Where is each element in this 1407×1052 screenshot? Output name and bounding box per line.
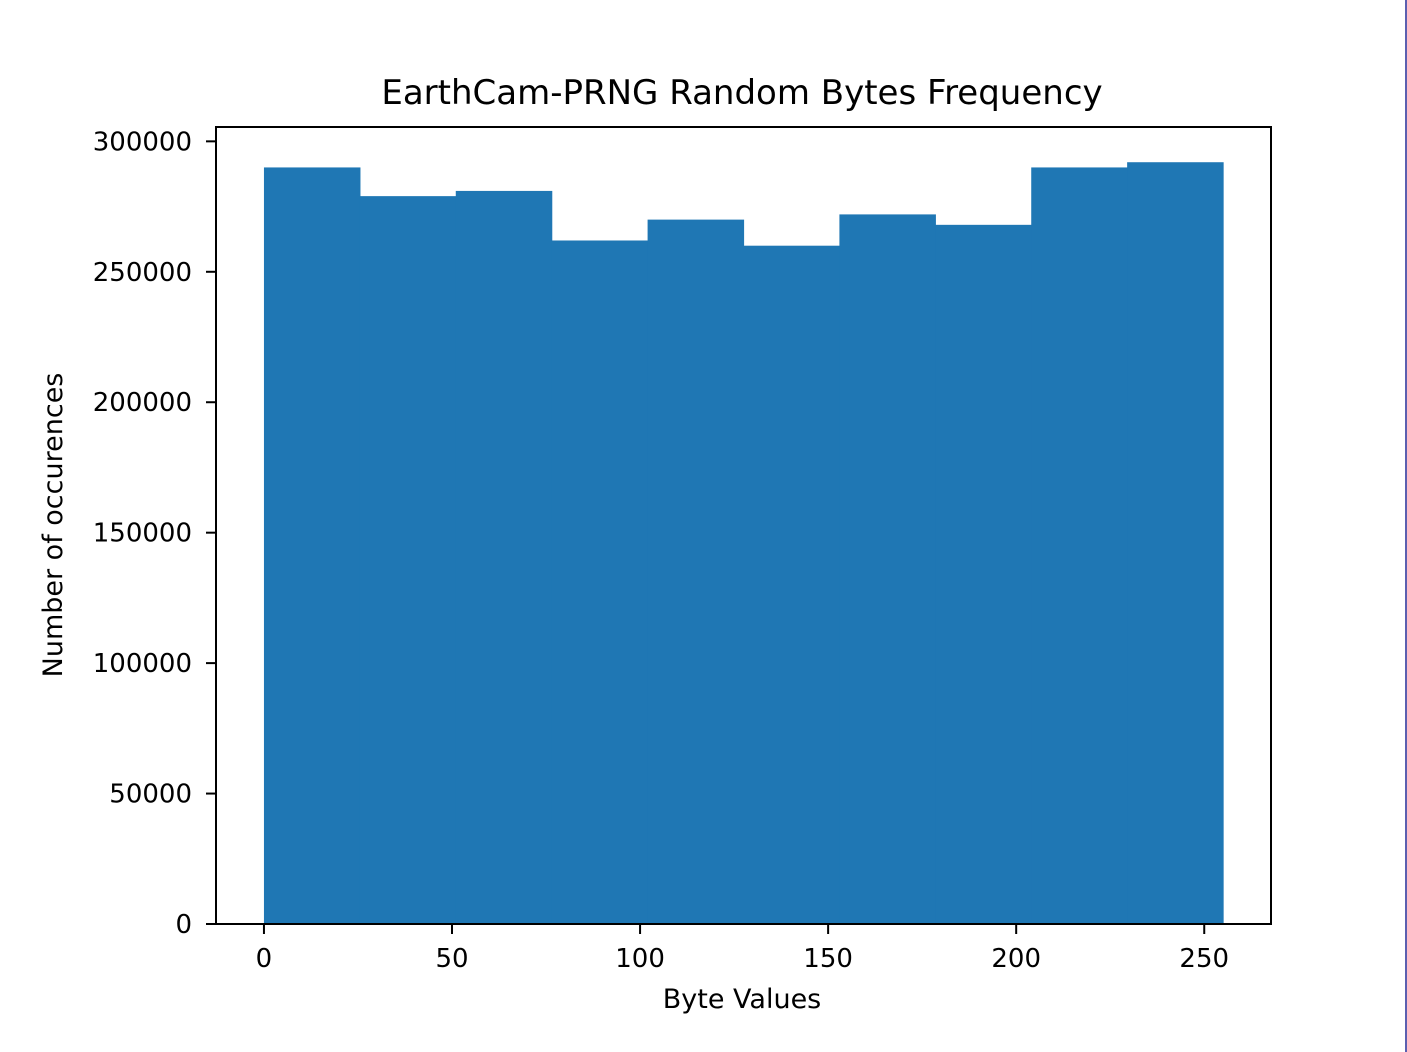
plot-frame [215, 126, 1272, 925]
x-tick-label: 0 [256, 944, 273, 974]
y-tick-label: 100000 [93, 649, 192, 679]
histogram-bar [935, 224, 1032, 924]
histogram-bar [839, 214, 936, 925]
y-tick-label: 50000 [109, 780, 192, 810]
x-tick-label: 200 [991, 944, 1041, 974]
y-tick-label: 250000 [93, 258, 192, 288]
y-ticks-group: 0 50000 100000 150000 200000 250000 300000 [93, 127, 216, 940]
histogram-bar [743, 245, 841, 924]
x-axis-label: Byte Values [663, 984, 822, 1015]
histogram-bar [455, 190, 553, 925]
histogram-bar [647, 219, 745, 924]
x-tick-label: 50 [435, 944, 468, 974]
bars-group [263, 162, 1224, 925]
x-tick-label: 100 [615, 944, 665, 974]
y-tick-label: 300000 [93, 127, 192, 157]
histogram-bar [359, 196, 457, 924]
x-ticks-group: 0 50 100 150 200 250 [256, 924, 1229, 974]
x-tick-label: 150 [803, 944, 853, 974]
chart-title: EarthCam-PRNG Random Bytes Frequency [381, 73, 1102, 113]
window-edge [1405, 0, 1407, 1052]
histogram-bar [263, 167, 361, 924]
y-tick-label: 200000 [93, 388, 192, 418]
histogram-bar [1127, 162, 1224, 925]
x-tick-label: 250 [1179, 944, 1229, 974]
histogram-bar [551, 240, 649, 925]
histogram-bar [1031, 167, 1128, 924]
y-tick-label: 0 [175, 910, 192, 940]
y-tick-label: 150000 [93, 519, 192, 549]
y-axis-label: Number of occurences [38, 373, 69, 678]
